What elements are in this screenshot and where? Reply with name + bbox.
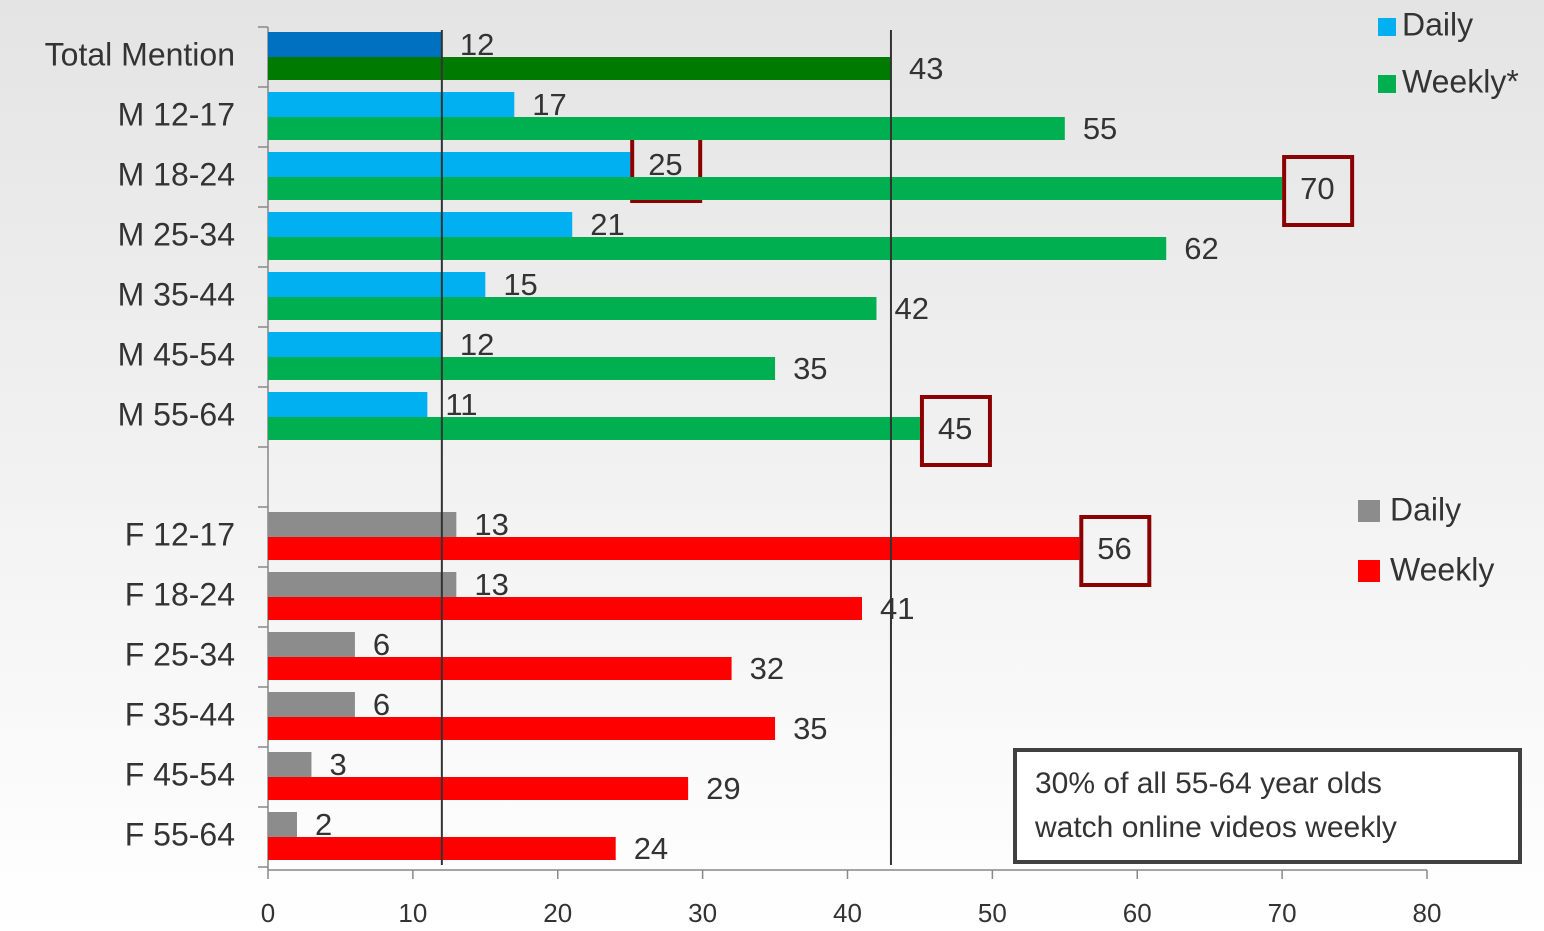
x-tick-label: 80: [1413, 898, 1442, 928]
data-label: 6: [373, 687, 390, 722]
data-label: 21: [590, 207, 624, 242]
data-label: 6: [373, 627, 390, 662]
data-label: 17: [532, 87, 566, 122]
bar: [268, 357, 776, 380]
data-label: 43: [909, 51, 943, 86]
x-tick-label: 60: [1123, 898, 1152, 928]
data-label: 42: [894, 291, 928, 326]
x-tick-label: 50: [978, 898, 1007, 928]
x-tick-label: 70: [1268, 898, 1297, 928]
legend-label: Daily: [1390, 491, 1461, 527]
data-label: 41: [880, 591, 914, 626]
data-label: 15: [503, 267, 537, 302]
highlight-box: [919, 395, 992, 467]
data-label: 12: [460, 27, 494, 62]
bar: [268, 812, 297, 837]
bar: [268, 237, 1167, 260]
category-label: M 18-24: [118, 156, 235, 192]
category-label: F 35-44: [125, 696, 235, 732]
bar: [268, 512, 457, 537]
category-label: F 45-54: [125, 756, 235, 792]
category-label: F 25-34: [125, 636, 235, 672]
x-tick-label: 40: [833, 898, 862, 928]
bar: [268, 657, 732, 680]
data-label: 11: [445, 387, 477, 422]
legend-label: Weekly*: [1402, 63, 1519, 99]
bar: [268, 32, 442, 57]
category-label: M 55-64: [118, 396, 235, 432]
bar: [268, 57, 891, 80]
data-label: 3: [329, 747, 346, 782]
data-label: 32: [750, 651, 784, 686]
bar: [268, 752, 312, 777]
category-label: F 18-24: [125, 576, 235, 612]
x-tick-label: 20: [543, 898, 572, 928]
annotation-box: [1013, 748, 1522, 864]
data-label: 12: [460, 327, 494, 362]
data-label: 56: [1097, 531, 1131, 566]
bar: [268, 692, 355, 717]
legend-swatch: [1378, 75, 1396, 93]
category-label: M 12-17: [118, 96, 235, 132]
x-tick-label: 30: [688, 898, 717, 928]
category-label: M 25-34: [118, 216, 235, 252]
data-label: 2: [315, 807, 332, 842]
bar: [268, 632, 355, 657]
data-label: 13: [474, 507, 508, 542]
bar: [268, 777, 689, 800]
bar: [268, 417, 920, 440]
legend-label: Weekly: [1390, 551, 1494, 587]
category-label: Total Mention: [45, 36, 235, 72]
x-tick-label: 0: [261, 898, 275, 928]
x-tick-label: 10: [398, 898, 427, 928]
bar: [268, 117, 1065, 140]
bar: [268, 297, 877, 320]
bar: [268, 717, 776, 740]
data-label: 24: [634, 831, 668, 866]
data-label: 35: [793, 351, 827, 386]
highlight-box: [1079, 515, 1152, 587]
bar: [268, 572, 457, 597]
bar: [268, 177, 1283, 200]
bar: [268, 272, 486, 297]
category-label: M 35-44: [118, 276, 235, 312]
bar: [268, 92, 515, 117]
highlight-box: [1282, 155, 1355, 227]
legend-swatch: [1358, 500, 1380, 522]
category-label: F 55-64: [125, 816, 235, 852]
legend-label: Daily: [1402, 6, 1473, 42]
data-label: 70: [1300, 171, 1334, 206]
legend-swatch: [1378, 18, 1396, 36]
bar: [268, 537, 1080, 560]
annotation-text: 30% of all 55-64 year olds: [1035, 767, 1382, 800]
category-label: F 12-17: [125, 516, 235, 552]
data-label: 55: [1083, 111, 1117, 146]
bar: [268, 597, 862, 620]
annotation-text: watch online videos weekly: [1034, 811, 1397, 844]
bar: [268, 332, 442, 357]
bar: [268, 152, 631, 177]
data-label: 29: [706, 771, 740, 806]
bar: [268, 212, 573, 237]
data-label: 62: [1184, 231, 1218, 266]
data-label: 25: [648, 147, 682, 182]
data-label: 13: [474, 567, 508, 602]
bar: [268, 392, 428, 417]
data-label: 35: [793, 711, 827, 746]
data-label: 45: [938, 411, 972, 446]
legend-swatch: [1358, 560, 1380, 582]
category-label: M 45-54: [118, 336, 235, 372]
